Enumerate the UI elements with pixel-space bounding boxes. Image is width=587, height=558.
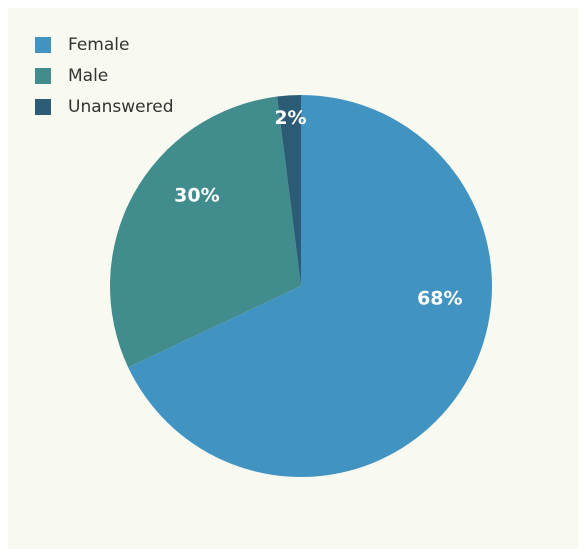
slice-label-unanswered: 2% (274, 107, 306, 129)
pie-slice-female[interactable] (128, 95, 492, 477)
pie-slice-unanswered[interactable] (277, 95, 301, 286)
pie-slice-male[interactable] (109, 96, 301, 368)
slice-label-male: 30% (174, 185, 219, 207)
legend-item-female[interactable]: Female (35, 34, 174, 56)
legend-item-unanswered[interactable]: Unanswered (35, 96, 174, 118)
pie-labels: 68% 30% 2% (174, 107, 462, 310)
legend-swatch-male (35, 68, 51, 84)
legend-swatch-female (35, 37, 51, 53)
legend-swatch-unanswered (35, 99, 51, 115)
legend-label-unanswered: Unanswered (68, 97, 174, 117)
legend: Female Male Unanswered (35, 34, 174, 127)
pie-slices (109, 95, 492, 477)
legend-label-male: Male (68, 66, 109, 86)
slice-label-female: 68% (417, 288, 462, 310)
legend-item-male[interactable]: Male (35, 65, 174, 87)
pie-chart: 68% 30% 2% (109, 95, 492, 477)
chart-panel: 68% 30% 2% Female Male Unanswered (8, 8, 578, 549)
legend-label-female: Female (68, 35, 130, 55)
